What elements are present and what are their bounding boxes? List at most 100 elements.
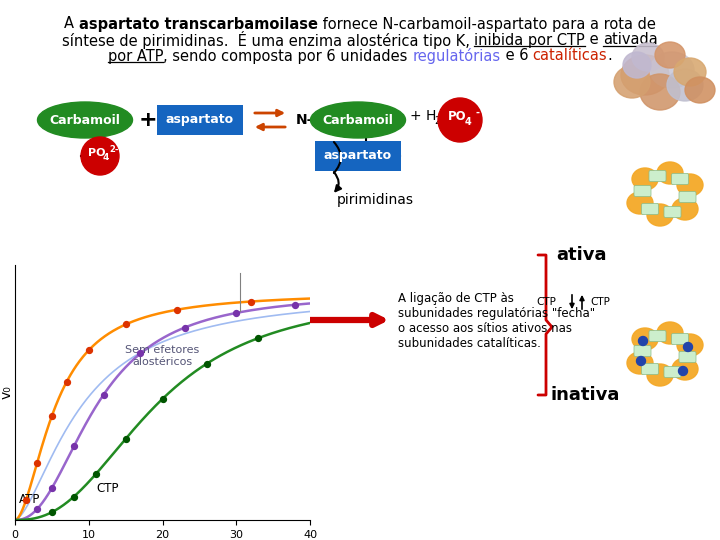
Circle shape: [438, 98, 482, 142]
Circle shape: [81, 137, 119, 175]
Ellipse shape: [632, 43, 664, 71]
Ellipse shape: [623, 52, 651, 78]
Text: Sem efetores
alostéricos: Sem efetores alostéricos: [125, 345, 199, 367]
Point: [91, 469, 102, 478]
Text: .: .: [607, 49, 612, 64]
Point: [179, 323, 190, 332]
FancyBboxPatch shape: [642, 363, 659, 375]
Point: [46, 508, 58, 516]
Point: [135, 349, 146, 358]
Ellipse shape: [614, 66, 650, 98]
Text: ativa: ativa: [556, 246, 606, 264]
Text: 2: 2: [434, 116, 440, 126]
Text: ATP: ATP: [19, 494, 40, 507]
FancyBboxPatch shape: [679, 352, 696, 362]
Text: PO: PO: [89, 148, 106, 158]
Point: [230, 308, 242, 317]
Ellipse shape: [632, 168, 658, 190]
Ellipse shape: [685, 77, 715, 103]
Point: [171, 305, 183, 314]
Text: e: e: [585, 32, 603, 48]
Text: -: -: [476, 108, 480, 118]
Ellipse shape: [310, 102, 405, 138]
Point: [120, 435, 131, 443]
FancyBboxPatch shape: [315, 141, 401, 171]
Text: aspartato transcarbamoilase: aspartato transcarbamoilase: [79, 17, 318, 31]
Text: A ligação de CTP às
subunidades regulatórias "fecha"
o acesso aos sítios ativos : A ligação de CTP às subunidades regulató…: [398, 292, 595, 350]
Text: PO: PO: [448, 110, 467, 123]
Point: [32, 505, 43, 514]
Circle shape: [683, 342, 693, 352]
Text: regulatórias: regulatórias: [413, 48, 500, 64]
Point: [98, 390, 109, 399]
Ellipse shape: [37, 102, 132, 138]
Text: inativa: inativa: [550, 386, 619, 404]
Ellipse shape: [627, 192, 653, 214]
Text: N-: N-: [296, 113, 313, 127]
Text: fornece N-carbamoil-aspartato para a rota de: fornece N-carbamoil-aspartato para a rot…: [318, 17, 656, 31]
Point: [46, 411, 58, 420]
FancyBboxPatch shape: [642, 204, 659, 214]
Text: , sendo composta por 6 unidades: , sendo composta por 6 unidades: [163, 49, 413, 64]
Text: e 6: e 6: [500, 49, 533, 64]
FancyBboxPatch shape: [157, 105, 243, 135]
Text: aspartato: aspartato: [166, 113, 234, 126]
FancyBboxPatch shape: [634, 346, 651, 356]
Text: 4: 4: [103, 153, 109, 163]
Text: CTP: CTP: [536, 297, 556, 307]
FancyBboxPatch shape: [649, 330, 666, 341]
Ellipse shape: [657, 162, 683, 184]
Ellipse shape: [632, 328, 658, 350]
Ellipse shape: [655, 42, 685, 68]
Ellipse shape: [674, 58, 706, 86]
Point: [201, 359, 212, 368]
Text: +: +: [139, 110, 157, 130]
Circle shape: [678, 367, 688, 375]
Text: CTP: CTP: [590, 297, 610, 307]
Text: CTP: CTP: [96, 482, 119, 495]
Text: por ATP: por ATP: [108, 49, 163, 64]
Point: [157, 395, 168, 403]
Text: pirimidinas: pirimidinas: [337, 193, 414, 207]
Text: Carbamoil: Carbamoil: [50, 113, 120, 126]
Ellipse shape: [672, 358, 698, 380]
Ellipse shape: [647, 204, 673, 226]
FancyBboxPatch shape: [649, 171, 666, 181]
Point: [68, 492, 80, 501]
Text: Carbamoil: Carbamoil: [323, 113, 393, 126]
Text: aspartato: aspartato: [324, 150, 392, 163]
Point: [253, 334, 264, 342]
Text: síntese de pirimidinas.  É uma enzima alostérica tipo K,: síntese de pirimidinas. É uma enzima alo…: [62, 31, 474, 49]
Circle shape: [636, 356, 646, 366]
Text: ativada: ativada: [603, 32, 658, 48]
Ellipse shape: [640, 74, 680, 110]
Text: 4: 4: [464, 117, 472, 127]
FancyBboxPatch shape: [672, 334, 688, 345]
FancyBboxPatch shape: [634, 186, 651, 197]
Ellipse shape: [657, 322, 683, 344]
Ellipse shape: [627, 352, 653, 374]
Ellipse shape: [672, 198, 698, 220]
Ellipse shape: [677, 174, 703, 196]
Ellipse shape: [647, 364, 673, 386]
Point: [68, 442, 80, 450]
FancyBboxPatch shape: [664, 367, 681, 377]
Point: [120, 320, 131, 329]
FancyBboxPatch shape: [672, 173, 688, 185]
Ellipse shape: [667, 69, 703, 101]
FancyBboxPatch shape: [664, 206, 681, 218]
Point: [20, 496, 32, 504]
Text: A: A: [64, 17, 79, 31]
Point: [289, 300, 301, 309]
Text: + H: + H: [410, 109, 436, 123]
Ellipse shape: [677, 334, 703, 356]
Point: [46, 484, 58, 492]
Ellipse shape: [621, 55, 669, 95]
Y-axis label: v₀: v₀: [0, 386, 14, 400]
Point: [246, 297, 257, 306]
FancyBboxPatch shape: [679, 192, 696, 202]
Point: [32, 458, 43, 467]
Text: 2-: 2-: [109, 145, 119, 154]
Text: inibida por CTP: inibida por CTP: [474, 32, 585, 48]
Point: [61, 377, 73, 386]
